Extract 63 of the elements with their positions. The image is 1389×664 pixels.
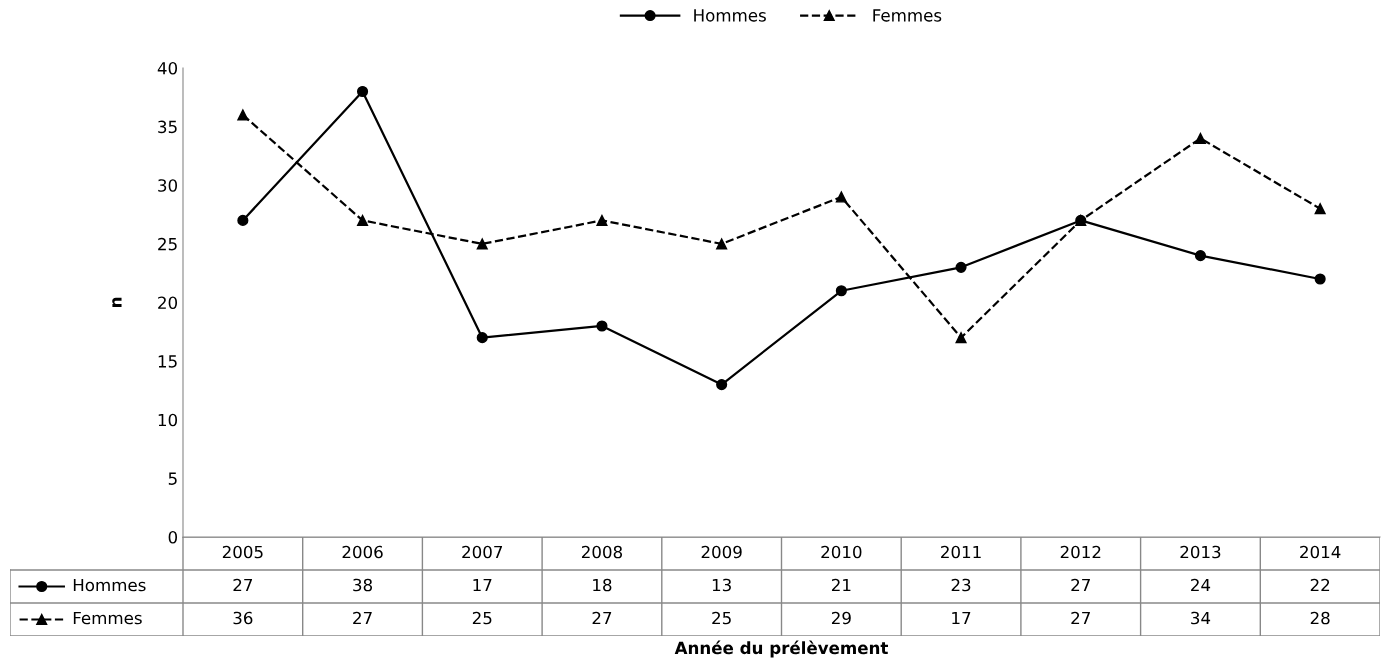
data-label: 36 — [233, 611, 253, 625]
data-label: 25 — [712, 611, 731, 625]
point — [716, 238, 728, 250]
data-label: 24 — [1191, 578, 1211, 592]
x-tick-label: 2008 — [581, 545, 623, 559]
y-tick-label: 10 — [158, 413, 178, 427]
data-label: 34 — [1191, 611, 1211, 625]
point — [1314, 203, 1326, 215]
y-axis-title: n — [112, 297, 122, 308]
data-label: 25 — [472, 611, 492, 625]
point — [356, 85, 369, 98]
y-tick-label: 20 — [158, 296, 178, 310]
data-label: 38 — [353, 578, 373, 592]
legend-label: Femmes — [873, 9, 942, 22]
y-tick-label: 15 — [158, 355, 177, 368]
data-label: 23 — [951, 578, 971, 592]
data-label: 28 — [1310, 611, 1330, 625]
text: Femmes — [73, 611, 142, 625]
data-label: 27 — [353, 611, 372, 625]
data-label: 27 — [1071, 578, 1090, 592]
point — [356, 214, 369, 226]
y-tick-label: 0 — [168, 530, 178, 544]
y-tick-label: 40 — [157, 61, 178, 75]
x-tick-label: 2013 — [1180, 545, 1221, 559]
x-tick-label: 2012 — [1060, 545, 1101, 559]
data-label: 27 — [233, 578, 253, 592]
y-tick-label: 30 — [158, 179, 178, 192]
point — [716, 379, 728, 391]
y-tick-label: 5 — [168, 472, 177, 485]
data-label: 27 — [592, 611, 612, 625]
data-label: 13 — [712, 578, 731, 592]
point — [1194, 132, 1207, 144]
data-label: 17 — [952, 611, 971, 625]
x-tick-label: 2007 — [462, 545, 503, 559]
data-label: 27 — [1071, 611, 1090, 625]
point — [596, 214, 608, 226]
point — [1314, 273, 1326, 285]
point — [596, 320, 608, 332]
x-tick-label: 2011 — [941, 545, 981, 559]
point — [1194, 250, 1207, 262]
x-tick-label: 2006 — [342, 545, 383, 559]
x-tick-label: 2014 — [1300, 545, 1341, 559]
x-tick-label: 2005 — [222, 545, 263, 559]
y-tick-label: 25 — [158, 237, 177, 251]
point — [237, 109, 249, 121]
x-axis-title: Année du prélèvement — [674, 640, 889, 658]
text: Hommes — [73, 578, 146, 592]
point — [955, 261, 967, 273]
point — [835, 285, 847, 297]
y-tick-label: 35 — [158, 120, 177, 134]
data-label: 17 — [473, 578, 492, 592]
data-label: 29 — [831, 611, 851, 625]
x-tick-label: 2010 — [821, 545, 862, 559]
legend-label: Hommes — [694, 9, 766, 22]
point — [237, 214, 249, 226]
data-label: 22 — [1310, 578, 1330, 592]
point — [835, 191, 847, 203]
x-tick-label: 2009 — [701, 545, 742, 559]
point — [476, 332, 488, 344]
point — [955, 332, 967, 344]
point — [476, 238, 488, 250]
data-label: 21 — [831, 578, 851, 592]
data-label: 18 — [593, 578, 612, 592]
